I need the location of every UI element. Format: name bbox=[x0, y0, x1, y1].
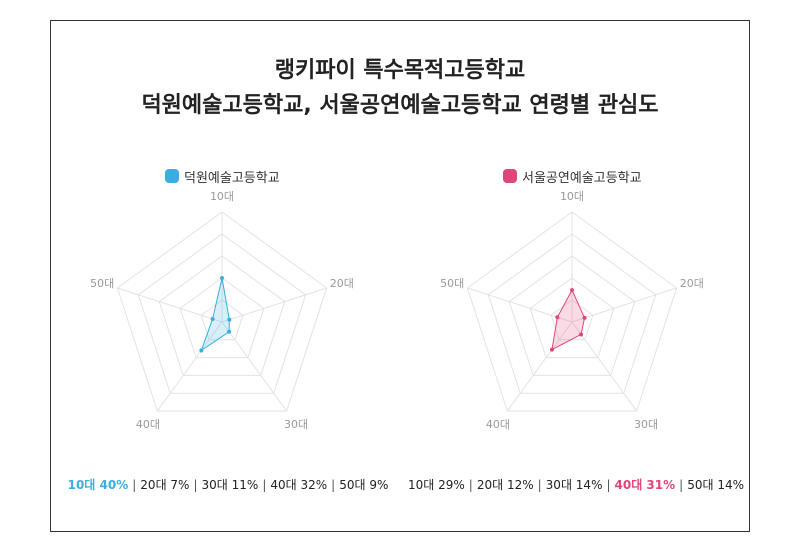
axis-label: 30대 bbox=[634, 418, 658, 431]
grid-spoke bbox=[467, 287, 573, 323]
data-point bbox=[555, 315, 560, 320]
legend-swatch-left bbox=[165, 169, 179, 183]
summary-separator: | bbox=[606, 478, 611, 492]
grid-ring bbox=[200, 299, 244, 341]
axis-label: 40대 bbox=[136, 418, 160, 431]
summary-item: 10대 40% bbox=[67, 478, 129, 492]
summary-item: 40대 32% bbox=[270, 478, 328, 492]
summary-separator: | bbox=[193, 478, 198, 492]
axis-label: 20대 bbox=[330, 277, 354, 290]
axis-label: 40대 bbox=[486, 418, 510, 431]
radar-svg-right: 10대 20대 30대 40대 50대 bbox=[440, 190, 704, 431]
grid-ring bbox=[550, 299, 594, 341]
summary-item: 30대 14% bbox=[545, 478, 603, 492]
data-point bbox=[199, 348, 204, 353]
chart-frame bbox=[50, 20, 750, 532]
grid-spoke bbox=[571, 321, 638, 412]
grid-ring bbox=[158, 255, 286, 376]
grid-spoke bbox=[221, 287, 327, 323]
legend-left: 덕원예술고등학교 bbox=[165, 166, 280, 186]
legend-label-left: 덕원예술고등학교 bbox=[184, 170, 280, 186]
axis-label: 10대 bbox=[560, 190, 584, 203]
radar-svg-left: 10대 20대 30대 40대 50대 bbox=[90, 190, 354, 431]
data-area bbox=[200, 277, 230, 352]
data-area bbox=[551, 288, 586, 351]
summary-separator: | bbox=[537, 478, 542, 492]
chart-title-line2: 덕원예술고등학교, 서울공연예술고등학교 연령별 관심도 bbox=[141, 93, 659, 118]
data-point bbox=[210, 316, 215, 321]
data-point bbox=[570, 288, 574, 293]
data-point bbox=[549, 347, 554, 352]
data-point bbox=[227, 329, 232, 334]
axis-label: 10대 bbox=[210, 190, 234, 203]
legend-right: 서울공연예술고등학교 bbox=[503, 166, 642, 186]
axis-label: 50대 bbox=[90, 277, 114, 290]
grid-spoke bbox=[156, 321, 223, 412]
grid-spoke bbox=[506, 321, 573, 412]
summary-separator: | bbox=[132, 478, 137, 492]
summary-separator: | bbox=[468, 478, 473, 492]
data-point bbox=[582, 315, 587, 320]
radar-chart-right: 10대 20대 30대 40대 50대 bbox=[437, 190, 707, 450]
axis-label: 20대 bbox=[680, 277, 704, 290]
summary-separator: | bbox=[679, 478, 684, 492]
axis-label: 50대 bbox=[440, 277, 464, 290]
summary-separator: | bbox=[331, 478, 336, 492]
grid-spoke bbox=[117, 287, 223, 323]
legend-label-right: 서울공연예술고등학교 bbox=[522, 170, 642, 186]
summary-separator: | bbox=[262, 478, 267, 492]
grid-ring bbox=[137, 233, 307, 394]
summary-item: 20대 12% bbox=[476, 478, 534, 492]
grid-spoke bbox=[221, 321, 288, 412]
data-point bbox=[227, 317, 232, 322]
data-point bbox=[220, 276, 224, 280]
grid-ring bbox=[116, 211, 328, 412]
summary-item: 20대 7% bbox=[140, 478, 190, 492]
legend-swatch-right bbox=[503, 169, 517, 183]
grid-spoke bbox=[571, 287, 677, 323]
summary-item: 50대 14% bbox=[687, 478, 744, 492]
summary-item: 50대 9% bbox=[339, 478, 389, 492]
axis-label: 30대 bbox=[284, 418, 308, 431]
summary-right: 10대 29% | 20대 12% | 30대 14% | 40대 31% | 50대 14% bbox=[405, 476, 747, 494]
summary-left: 10대 40% | 20대 7% | 30대 11% | 40대 32% | 50대 9% bbox=[58, 476, 398, 494]
chart-title-line1: 랭키파이 특수목적고등학교 bbox=[274, 58, 526, 83]
radar-chart-left: 10대 20대 30대 40대 50대 bbox=[87, 190, 357, 450]
grid-ring bbox=[508, 255, 636, 376]
summary-item: 30대 11% bbox=[201, 478, 259, 492]
grid-ring bbox=[487, 233, 657, 394]
data-point bbox=[579, 332, 584, 337]
grid-ring bbox=[529, 277, 615, 359]
grid-ring bbox=[179, 277, 265, 359]
grid-ring bbox=[466, 211, 678, 412]
summary-item: 10대 29% bbox=[407, 478, 465, 492]
summary-item: 40대 31% bbox=[614, 478, 676, 492]
